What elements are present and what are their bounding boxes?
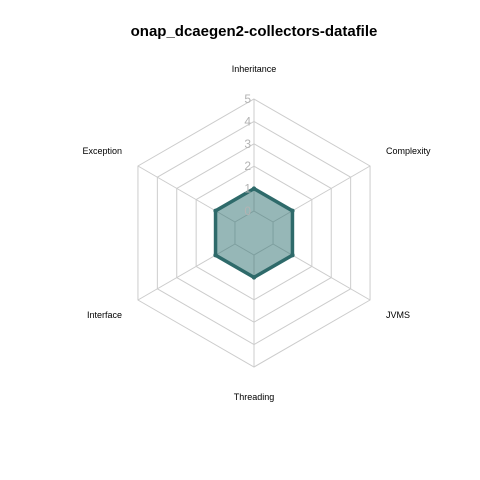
series-point-complexity [290, 208, 295, 213]
radar-series [213, 186, 295, 280]
series-point-threading [251, 275, 257, 280]
tick-label-4: 4 [244, 114, 251, 128]
axis-label-complexity: Complexity [386, 146, 431, 156]
tick-label-2: 2 [244, 159, 251, 173]
axis-label-threading: Threading [234, 392, 275, 402]
axis-label-exception: Exception [82, 146, 122, 156]
tick-label-0: 0 [244, 204, 251, 218]
series-point-jvms [290, 253, 295, 258]
radar-axis-labels: Inheritance Complexity JVMS Threading Interf… [82, 64, 431, 402]
tick-label-1: 1 [244, 182, 251, 196]
tick-label-3: 3 [244, 137, 251, 151]
series-point-inheritance [251, 186, 257, 191]
axis-label-inheritance: Inheritance [232, 64, 277, 74]
axis-label-interface: Interface [87, 310, 122, 320]
tick-label-5: 5 [244, 92, 251, 106]
radar-tick-labels: 0 1 2 3 4 5 [244, 92, 251, 218]
series-polygon-0 [213, 186, 295, 280]
series-point-exception [213, 208, 218, 213]
axis-label-jvms: JVMS [386, 310, 410, 320]
chart-title: onap_dcaegen2-collectors-datafile [131, 23, 378, 40]
series-point-interface [213, 253, 218, 258]
